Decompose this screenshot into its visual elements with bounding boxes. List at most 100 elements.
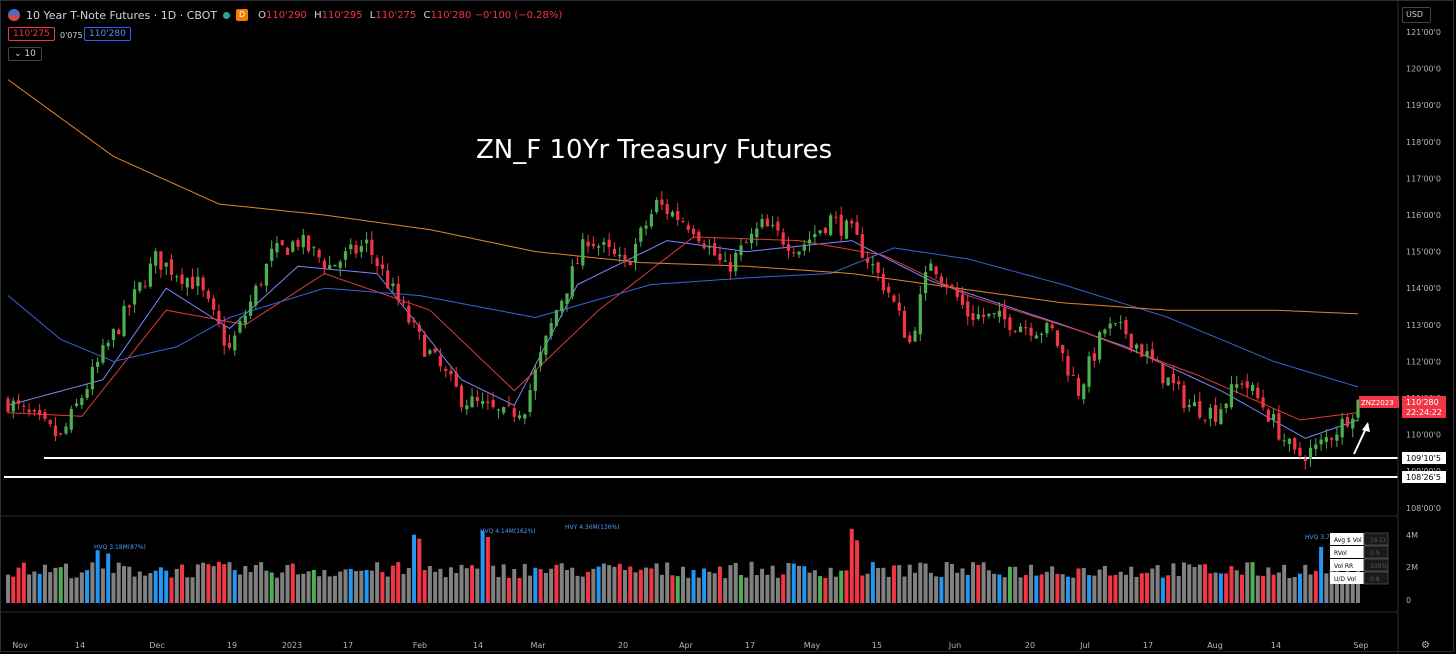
candle-body bbox=[11, 400, 15, 412]
candle-body bbox=[765, 218, 769, 227]
symbol-header: 10 Year T-Note Futures · 1D · CBOT D O11… bbox=[8, 6, 562, 24]
bid-price[interactable]: 110'275 bbox=[8, 27, 55, 41]
volume-bar bbox=[238, 574, 243, 603]
volume-bar bbox=[607, 565, 612, 603]
volume-bar bbox=[1060, 574, 1065, 603]
candle-body bbox=[32, 410, 36, 412]
candle-body bbox=[22, 405, 26, 407]
volume-bar bbox=[1081, 567, 1086, 603]
candle-body bbox=[428, 350, 432, 354]
volume-bar bbox=[290, 563, 295, 603]
volume-bar bbox=[543, 572, 548, 603]
candle-body bbox=[1282, 440, 1286, 442]
candle-body bbox=[749, 233, 754, 244]
volume-bar bbox=[137, 571, 142, 603]
candle-body bbox=[222, 325, 226, 346]
time-tick-label: Mar bbox=[530, 641, 546, 650]
volume-bar bbox=[659, 574, 664, 603]
candle-body bbox=[718, 253, 722, 261]
candle-body bbox=[69, 408, 73, 430]
volume-bar bbox=[881, 567, 886, 603]
volume-bar bbox=[907, 564, 912, 603]
volume-bar bbox=[375, 562, 380, 603]
candle-body bbox=[380, 264, 385, 269]
volume-bar bbox=[475, 568, 480, 603]
ask-price[interactable]: 110'280 bbox=[84, 27, 131, 41]
volume-bar bbox=[79, 572, 84, 603]
volume-bar bbox=[1113, 574, 1118, 603]
candle-body bbox=[929, 263, 933, 271]
volume-table-cell bbox=[1363, 532, 1389, 546]
candle-body bbox=[1034, 335, 1038, 339]
candle-body bbox=[1330, 438, 1334, 440]
volume-bar bbox=[823, 577, 828, 603]
volume-bar bbox=[1007, 566, 1012, 603]
moving-average-line bbox=[7, 240, 1359, 439]
volume-bar bbox=[739, 574, 744, 603]
volume-bar bbox=[749, 561, 754, 603]
volume-bar bbox=[522, 563, 527, 603]
volume-bar bbox=[296, 574, 301, 603]
candle-body bbox=[1356, 399, 1360, 418]
candle-body bbox=[1082, 384, 1086, 400]
time-tick-label: 14 bbox=[473, 641, 483, 650]
time-tick-label: 14 bbox=[1271, 641, 1281, 650]
volume-bar bbox=[1097, 569, 1102, 603]
volume-bar bbox=[638, 569, 643, 603]
candle-body bbox=[1219, 409, 1223, 425]
volume-bar bbox=[686, 577, 691, 603]
volume-bar bbox=[628, 566, 633, 603]
volume-bar bbox=[760, 568, 765, 603]
candle-body bbox=[206, 290, 210, 299]
volume-bar bbox=[1208, 573, 1213, 603]
volume-bar bbox=[1013, 566, 1018, 603]
candle-body bbox=[454, 372, 458, 387]
volume-bar bbox=[844, 570, 849, 603]
volume-bar bbox=[6, 574, 10, 603]
candle-body bbox=[291, 241, 295, 252]
candle-body bbox=[106, 342, 110, 347]
candle-body bbox=[945, 284, 949, 288]
volume-bar bbox=[1166, 575, 1171, 603]
volume-bar bbox=[770, 565, 775, 603]
time-tick-label: Dec bbox=[149, 641, 164, 650]
candle-body bbox=[865, 258, 870, 263]
volume-bar bbox=[1071, 577, 1076, 603]
candle-body bbox=[433, 348, 437, 353]
candle-body bbox=[1150, 349, 1154, 360]
volume-bar bbox=[644, 567, 649, 603]
symbol-title[interactable]: 10 Year T-Note Futures · 1D · CBOT bbox=[26, 8, 218, 22]
volume-bar bbox=[311, 569, 316, 603]
volume-bar bbox=[939, 576, 944, 603]
volume-bar bbox=[997, 574, 1002, 603]
volume-table-cell bbox=[1363, 558, 1389, 572]
settings-gear-icon[interactable]: ⚙ bbox=[1421, 640, 1430, 651]
volume-bar bbox=[960, 568, 965, 603]
volume-bar bbox=[797, 565, 802, 603]
candle-body bbox=[233, 335, 237, 351]
candle-body bbox=[127, 305, 131, 308]
volume-bar bbox=[1239, 574, 1244, 603]
currency-select[interactable]: USD bbox=[1402, 7, 1431, 23]
volume-bar bbox=[575, 575, 580, 603]
support-price-tag bbox=[1402, 452, 1446, 464]
indicators-collapse-button[interactable]: ⌄ 10 bbox=[8, 47, 42, 61]
candle-body bbox=[560, 300, 564, 312]
candle-body bbox=[6, 398, 10, 412]
volume-bar bbox=[306, 571, 311, 603]
volume-bar bbox=[364, 570, 369, 603]
volume-table-label: U/D Vol bbox=[1334, 576, 1356, 583]
price-tick-label: 108'00'0 bbox=[1406, 504, 1441, 513]
candle-body bbox=[386, 270, 390, 289]
volume-bar bbox=[876, 568, 881, 603]
candle-body bbox=[818, 230, 822, 234]
volume-bar bbox=[274, 577, 279, 603]
volume-bar bbox=[886, 576, 891, 603]
volume-bar bbox=[385, 576, 390, 603]
price-tick-label: 110'00'0 bbox=[1406, 431, 1441, 440]
candle-body bbox=[908, 335, 912, 343]
volume-bar bbox=[501, 564, 506, 603]
candle-body bbox=[1345, 417, 1350, 427]
candle-body bbox=[744, 242, 748, 244]
